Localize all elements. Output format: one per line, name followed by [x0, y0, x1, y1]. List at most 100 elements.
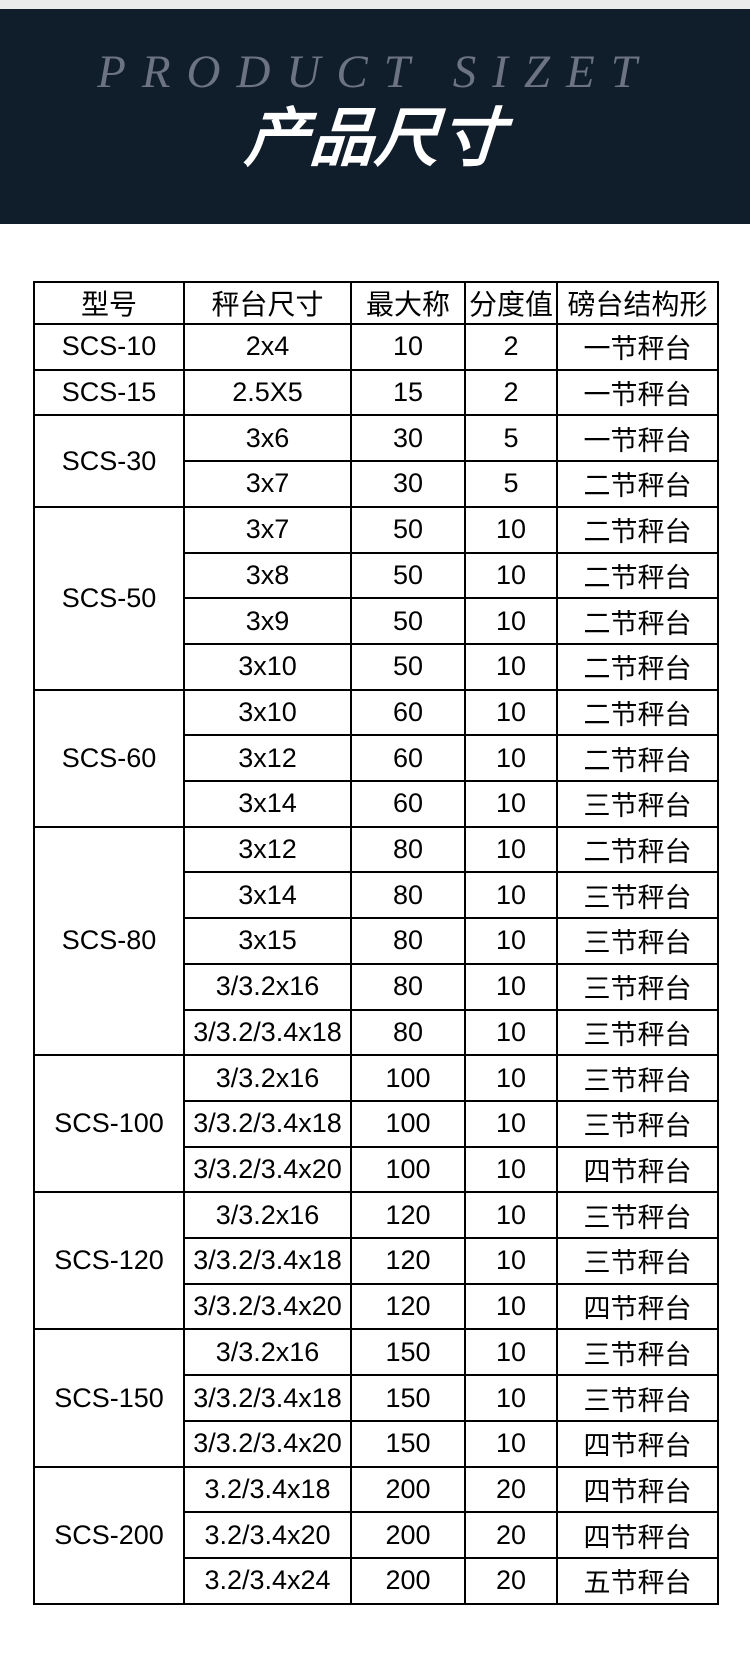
structure-cell: 三节秤台	[556, 1054, 719, 1102]
size-cell: 3/3.2x16	[183, 1191, 352, 1240]
division-cell: 10	[464, 1145, 558, 1194]
structure-cell: 二节秤台	[556, 642, 719, 691]
size-cell: 3.2/3.4x24	[183, 1556, 352, 1606]
size-cell: 3/3.2/3.4x20	[183, 1145, 352, 1194]
capacity-cell: 50	[350, 551, 466, 600]
capacity-cell: 150	[350, 1419, 466, 1468]
structure-cell: 一节秤台	[556, 368, 719, 417]
table-row: 3x8 50 10 二节秤台	[34, 551, 719, 600]
structure-cell: 二节秤台	[556, 734, 719, 783]
structure-cell: 四节秤台	[556, 1282, 719, 1331]
spec-table: 型号 秤台尺寸 最大称 分度值 磅台结构形 SCS-10 2x4 10 2 一节秤台 SC…	[33, 281, 719, 1606]
table-row: SCS-30 3x6 30 5 一节秤台	[33, 414, 719, 508]
structure-cell: 二节秤台	[556, 460, 719, 508]
table-row: 3.2/3.4x20 200 20 四节秤台	[34, 1511, 719, 1559]
division-cell: 10	[464, 1008, 558, 1057]
capacity-cell: 200	[350, 1556, 466, 1606]
model-cell: SCS-60	[33, 688, 185, 828]
size-cell: 3x12	[183, 825, 352, 874]
size-cell: 3x8	[183, 551, 352, 600]
capacity-cell: 150	[350, 1374, 466, 1422]
division-cell: 20	[464, 1511, 558, 1559]
capacity-cell: 120	[350, 1282, 466, 1331]
table-row: 3/3.2/3.4x20 100 10 四节秤台	[34, 1145, 719, 1194]
size-cell: 3.2/3.4x18	[183, 1465, 352, 1514]
division-cell: 10	[464, 1191, 558, 1240]
division-cell: 10	[464, 642, 558, 691]
table-row: 3x14 80 10 三节秤台	[34, 871, 719, 920]
model-cell: SCS-200	[33, 1465, 185, 1606]
division-cell: 10	[464, 1328, 558, 1377]
size-cell: 3x9	[183, 597, 352, 645]
structure-cell: 四节秤台	[556, 1419, 719, 1468]
structure-cell: 三节秤台	[556, 1374, 719, 1422]
division-cell: 10	[464, 505, 558, 554]
table-row: SCS-120 3/3.2x16 120 10 三节秤台	[33, 1191, 719, 1331]
division-cell: 2	[464, 323, 558, 371]
capacity-cell: 80	[350, 825, 466, 874]
table-row: SCS-60 3x10 60 10 二节秤台	[33, 688, 719, 828]
hero-banner: PRODUCT SIZET 产品尺寸	[0, 9, 750, 224]
division-cell: 20	[464, 1556, 558, 1606]
size-cell: 3x7	[183, 460, 352, 508]
size-cell: 3/3.2/3.4x20	[183, 1419, 352, 1468]
division-cell: 10	[464, 1099, 558, 1148]
table-row: 3/3.2/3.4x20 120 10 四节秤台	[34, 1282, 719, 1331]
table-row: SCS-10 2x4 10 2 一节秤台	[33, 323, 719, 371]
table-row: SCS-80 3x12 80 10 二节秤台	[33, 825, 719, 1057]
capacity-cell: 50	[350, 642, 466, 691]
division-cell: 10	[464, 688, 558, 737]
division-cell: 10	[464, 1282, 558, 1331]
size-cell: 3/3.2x16	[183, 962, 352, 1011]
structure-cell: 二节秤台	[556, 825, 719, 874]
table-row: 3/3.2/3.4x18 120 10 三节秤台	[34, 1237, 719, 1285]
model-cell: SCS-100	[33, 1054, 185, 1194]
capacity-cell: 80	[350, 871, 466, 920]
spec-table-body: SCS-10 2x4 10 2 一节秤台 SCS-15 2.5X5 15 2 一节秤台 SCS-30…	[33, 323, 719, 1606]
size-cell: 2x4	[183, 323, 352, 371]
structure-cell: 三节秤台	[556, 871, 719, 920]
model-cell: SCS-50	[33, 505, 185, 691]
structure-cell: 二节秤台	[556, 551, 719, 600]
capacity-cell: 100	[350, 1054, 466, 1102]
division-cell: 10	[464, 825, 558, 874]
size-cell: 3x7	[183, 505, 352, 554]
size-cell: 3/3.2x16	[183, 1054, 352, 1102]
division-cell: 20	[464, 1465, 558, 1514]
table-row: SCS-50 3x7 50 10 二节秤台	[33, 505, 719, 691]
structure-cell: 三节秤台	[556, 917, 719, 965]
size-cell: 3/3.2/3.4x18	[183, 1374, 352, 1422]
structure-cell: 四节秤台	[556, 1465, 719, 1514]
division-cell: 10	[464, 1054, 558, 1102]
model-cell: SCS-120	[33, 1191, 185, 1331]
size-cell: 3x10	[183, 642, 352, 691]
structure-cell: 二节秤台	[556, 597, 719, 645]
capacity-cell: 80	[350, 962, 466, 1011]
structure-cell: 二节秤台	[556, 505, 719, 554]
spec-table-header: 型号 秤台尺寸 最大称 分度值 磅台结构形	[33, 281, 719, 325]
table-row: 3/3.2/3.4x18 80 10 三节秤台	[34, 1008, 719, 1057]
structure-cell: 二节秤台	[556, 688, 719, 737]
col-header-max: 最大称	[350, 281, 466, 325]
capacity-cell: 150	[350, 1328, 466, 1377]
model-cell: SCS-10	[33, 323, 185, 371]
table-row: 3x14 60 10 三节秤台	[34, 780, 719, 828]
hero-title-english: PRODUCT SIZET	[97, 46, 653, 98]
size-cell: 3x14	[183, 871, 352, 920]
division-cell: 10	[464, 962, 558, 1011]
division-cell: 2	[464, 368, 558, 417]
capacity-cell: 15	[350, 368, 466, 417]
col-header-model: 型号	[33, 281, 185, 325]
division-cell: 10	[464, 551, 558, 600]
capacity-cell: 200	[350, 1465, 466, 1514]
capacity-cell: 120	[350, 1191, 466, 1240]
size-cell: 3/3.2/3.4x20	[183, 1282, 352, 1331]
size-cell: 3x10	[183, 688, 352, 737]
division-cell: 10	[464, 871, 558, 920]
table-row: 3/3.2/3.4x20 150 10 四节秤台	[34, 1419, 719, 1468]
size-cell: 2.5X5	[183, 368, 352, 417]
capacity-cell: 30	[350, 414, 466, 463]
capacity-cell: 60	[350, 734, 466, 783]
table-row: 3x15 80 10 三节秤台	[34, 917, 719, 965]
size-cell: 3/3.2/3.4x18	[183, 1008, 352, 1057]
